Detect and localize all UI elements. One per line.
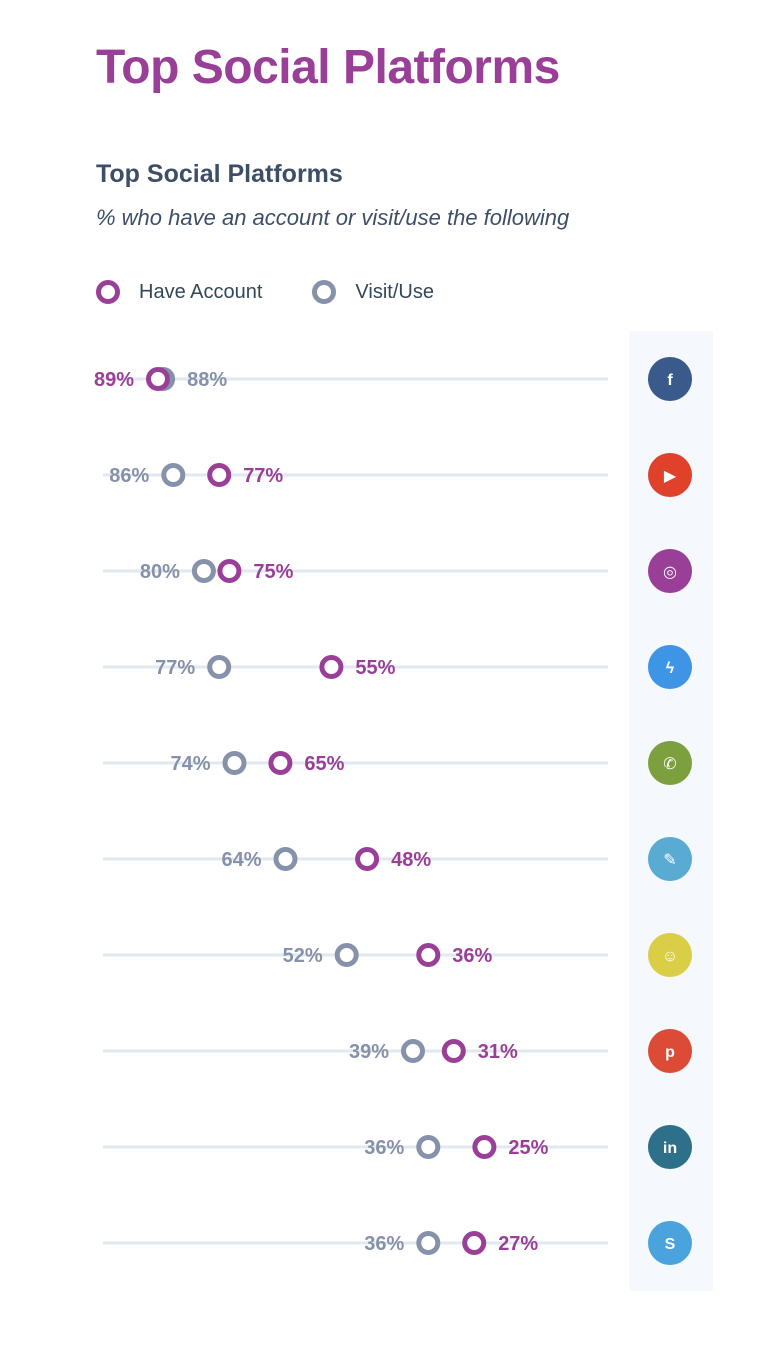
messenger-icon: ϟ: [648, 645, 692, 689]
legend-swatch-visit-use: [312, 280, 337, 304]
skype-icon-glyph: S: [665, 1236, 676, 1253]
label-have-account: 55%: [355, 657, 395, 679]
svg-text:◎: ◎: [663, 564, 677, 581]
dot-have-account: [146, 367, 170, 391]
chart-subtitle: % who have an account or visit/use the f…: [96, 205, 570, 230]
instagram-icon: ◎: [648, 549, 692, 593]
pinterest-icon-glyph: p: [665, 1044, 675, 1061]
linkedin-icon: in: [648, 1125, 692, 1169]
label-visit-use: 36%: [364, 1137, 404, 1159]
svg-text:✆: ✆: [663, 756, 676, 773]
legend-label-have-account: Have Account: [139, 280, 263, 303]
dot-have-account: [462, 1231, 487, 1255]
svg-text:ϟ: ϟ: [666, 660, 675, 677]
youtube-icon-glyph: ▶: [664, 468, 677, 485]
legend-swatch-have-account: [96, 280, 120, 304]
label-visit-use: 36%: [364, 1233, 404, 1255]
facebook-icon: f: [648, 357, 692, 401]
dot-have-account: [355, 847, 380, 871]
dot-visit-use: [401, 1039, 425, 1063]
dot-have-account: [472, 1135, 497, 1159]
svg-text:p: p: [665, 1044, 675, 1061]
svg-text:f: f: [667, 372, 673, 389]
svg-text:✎: ✎: [663, 852, 676, 869]
dot-have-account: [268, 751, 293, 775]
label-visit-use: 88%: [187, 369, 227, 391]
label-have-account: 77%: [243, 465, 283, 487]
svg-text:in: in: [663, 1140, 677, 1157]
page-title: Top Social Platforms: [96, 41, 560, 94]
whatsapp-icon: ✆: [648, 741, 692, 785]
dot-visit-use: [207, 655, 232, 679]
dot-have-account: [441, 1039, 466, 1063]
label-have-account: 89%: [94, 369, 134, 391]
label-visit-use: 39%: [349, 1041, 389, 1063]
label-visit-use: 86%: [109, 465, 149, 487]
legend-item-visit-use: Visit/Use: [312, 280, 434, 304]
label-have-account: 65%: [304, 753, 344, 775]
svg-text:▶: ▶: [664, 468, 677, 485]
legend-item-have-account: Have Account: [96, 280, 262, 304]
snapchat-icon: ☺: [648, 933, 692, 977]
dot-have-account: [319, 655, 344, 679]
twitter-icon: ✎: [648, 837, 692, 881]
label-have-account: 36%: [452, 945, 492, 967]
legend-label-visit-use: Visit/Use: [355, 280, 434, 303]
label-have-account: 48%: [391, 849, 431, 871]
dot-visit-use: [416, 1135, 441, 1159]
dot-visit-use: [416, 1231, 441, 1255]
label-have-account: 25%: [508, 1137, 548, 1159]
svg-text:S: S: [665, 1236, 676, 1253]
label-visit-use: 80%: [140, 561, 180, 583]
label-visit-use: 64%: [221, 849, 261, 871]
twitter-icon-glyph: ✎: [663, 852, 676, 869]
whatsapp-icon-glyph: ✆: [663, 756, 676, 773]
label-visit-use: 77%: [155, 657, 195, 679]
snapchat-icon-glyph: ☺: [662, 948, 678, 965]
instagram-icon-glyph: ◎: [663, 564, 677, 581]
messenger-icon-glyph: ϟ: [666, 660, 675, 677]
dot-visit-use: [191, 559, 216, 583]
youtube-icon: ▶: [648, 453, 692, 497]
facebook-icon-glyph: f: [667, 372, 673, 389]
legend: Have Account Visit/Use: [96, 280, 484, 304]
label-have-account: 31%: [478, 1041, 518, 1063]
chart-title: Top Social Platforms: [96, 160, 343, 188]
dot-visit-use: [161, 463, 186, 487]
dot-visit-use: [222, 751, 247, 775]
dot-have-account: [207, 463, 232, 487]
label-have-account: 27%: [498, 1233, 538, 1255]
label-visit-use: 74%: [170, 753, 210, 775]
svg-text:☺: ☺: [662, 948, 678, 965]
skype-icon: S: [648, 1221, 692, 1265]
dot-visit-use: [273, 847, 298, 871]
dot-have-account: [217, 559, 242, 583]
label-visit-use: 52%: [283, 945, 323, 967]
pinterest-icon: p: [648, 1029, 692, 1073]
label-have-account: 75%: [253, 561, 293, 583]
linkedin-icon-glyph: in: [663, 1140, 677, 1157]
dot-visit-use: [334, 943, 359, 967]
dot-have-account: [416, 943, 441, 967]
